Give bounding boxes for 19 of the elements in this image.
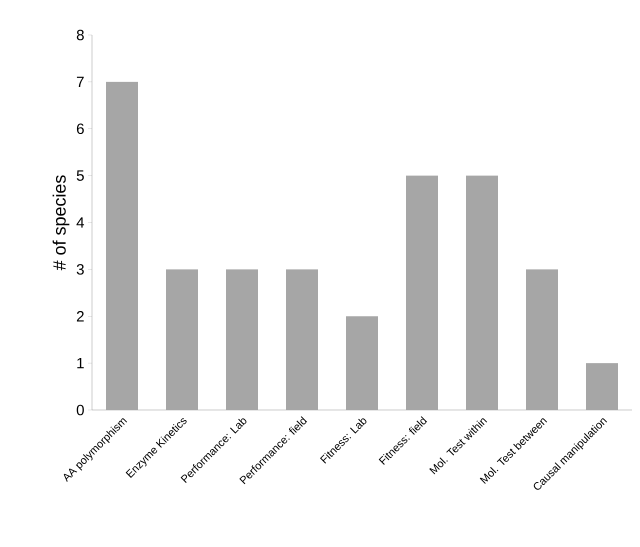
y-tick-label: 7	[76, 76, 84, 88]
y-tick-label: 0	[76, 404, 84, 416]
y-tick-label: 2	[76, 311, 84, 322]
y-tick-label: 8	[76, 30, 84, 40]
bar	[406, 176, 438, 410]
bar	[526, 269, 558, 410]
y-tick-label: 4	[76, 217, 84, 228]
y-tick-label: 1	[77, 358, 84, 368]
y-axis-title: # of species	[52, 175, 70, 270]
bar	[466, 176, 498, 410]
bar	[226, 269, 258, 410]
bar	[346, 316, 378, 410]
bar	[286, 269, 318, 410]
y-tick-label: 5	[76, 170, 84, 181]
bar	[166, 269, 198, 410]
y-tick-label: 3	[76, 264, 84, 275]
bar	[586, 363, 618, 410]
y-tick-label: 6	[76, 123, 84, 134]
bar	[106, 82, 138, 410]
